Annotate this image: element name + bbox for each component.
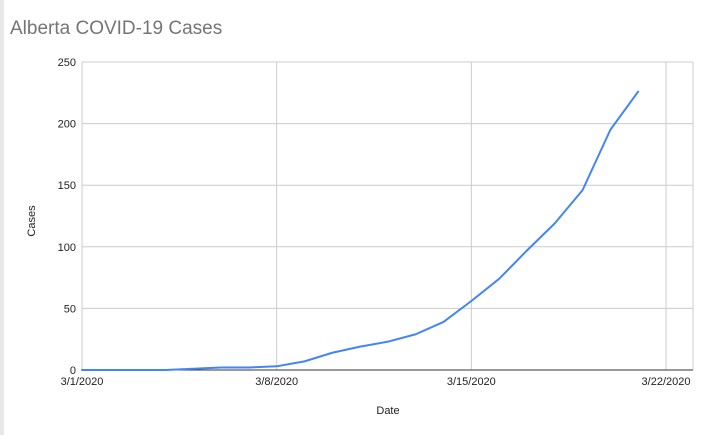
x-tick-label: 3/22/2020 (642, 376, 691, 388)
x-tick-label: 3/15/2020 (447, 376, 496, 388)
horizontal-gridlines (82, 61, 693, 371)
y-tick-label: 100 (58, 242, 76, 254)
y-tick-label: 50 (64, 303, 76, 315)
window-edge (0, 0, 4, 435)
x-axis-tick-labels: 3/1/2020 3/8/2020 3/15/2020 3/22/2020 (61, 376, 691, 388)
y-axis-tick-labels: 0 50 100 150 200 250 (58, 57, 76, 377)
y-tick-label: 200 (58, 119, 76, 131)
series-line-cases (81, 90, 640, 371)
x-tick-label: 3/1/2020 (61, 376, 104, 388)
chart-title: Alberta COVID-19 Cases (10, 18, 223, 39)
x-axis-title: Date (376, 405, 399, 417)
y-tick-label: 0 (70, 365, 76, 377)
vertical-gridlines (81, 62, 694, 370)
y-tick-label: 250 (58, 57, 76, 69)
x-tick-label: 3/8/2020 (255, 376, 298, 388)
y-axis-title: Cases (26, 205, 38, 237)
y-tick-label: 150 (58, 180, 76, 192)
